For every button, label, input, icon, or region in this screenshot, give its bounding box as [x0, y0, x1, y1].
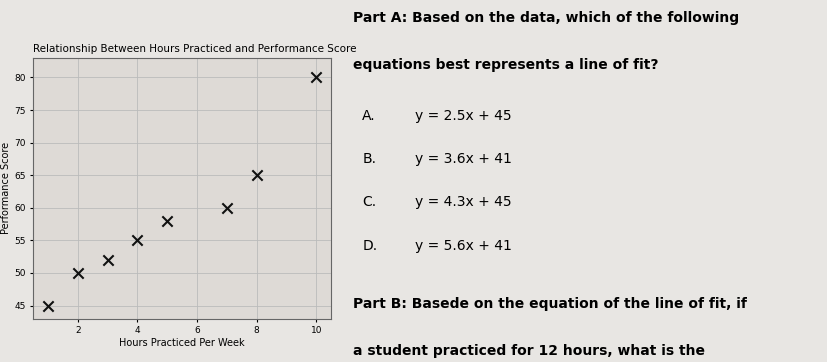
Text: Part B: Basede on the equation of the line of fit, if: Part B: Basede on the equation of the li…: [352, 297, 745, 311]
Point: [131, 237, 144, 243]
Point: [71, 270, 84, 276]
X-axis label: Hours Practiced Per Week: Hours Practiced Per Week: [119, 338, 245, 348]
Point: [220, 205, 233, 211]
Text: Part A: Based on the data, which of the following: Part A: Based on the data, which of the …: [352, 11, 738, 25]
Text: A.: A.: [361, 109, 375, 123]
Point: [41, 303, 55, 308]
Point: [101, 257, 114, 263]
Text: y = 3.6x + 41: y = 3.6x + 41: [414, 152, 511, 166]
Text: Relationship Between Hours Practiced and Performance Score: Relationship Between Hours Practiced and…: [33, 45, 356, 54]
Text: equations best represents a line of fit?: equations best represents a line of fit?: [352, 58, 657, 72]
Text: B.: B.: [361, 152, 375, 166]
Point: [160, 218, 174, 224]
Text: C.: C.: [361, 195, 375, 210]
Text: y = 4.3x + 45: y = 4.3x + 45: [414, 195, 511, 210]
Text: D.: D.: [361, 239, 377, 253]
Text: y = 2.5x + 45: y = 2.5x + 45: [414, 109, 511, 123]
Point: [309, 75, 323, 80]
Y-axis label: Performance Score: Performance Score: [1, 142, 12, 234]
Text: a student practiced for 12 hours, what is the: a student practiced for 12 hours, what i…: [352, 344, 704, 358]
Text: y = 5.6x + 41: y = 5.6x + 41: [414, 239, 511, 253]
Point: [250, 172, 263, 178]
